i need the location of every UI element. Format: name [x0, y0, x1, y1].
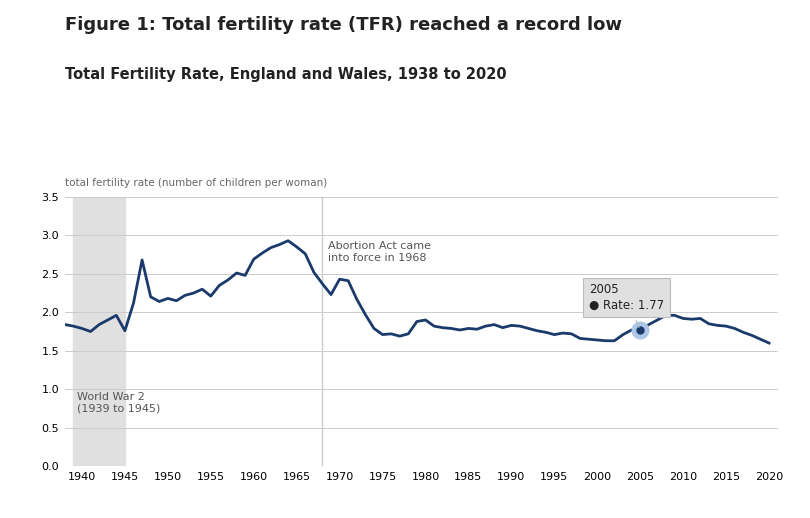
- Text: Figure 1: Total fertility rate (TFR) reached a record low: Figure 1: Total fertility rate (TFR) rea…: [65, 16, 622, 34]
- Text: Total Fertility Rate, England and Wales, 1938 to 2020: Total Fertility Rate, England and Wales,…: [65, 67, 506, 82]
- Text: 2005
● Rate: 1.77: 2005 ● Rate: 1.77: [589, 283, 663, 327]
- Text: Abortion Act came
into force in 1968: Abortion Act came into force in 1968: [327, 241, 431, 263]
- Text: World War 2
(1939 to 1945): World War 2 (1939 to 1945): [77, 392, 160, 413]
- Text: total fertility rate (number of children per woman): total fertility rate (number of children…: [65, 178, 327, 188]
- Bar: [74, 197, 125, 466]
